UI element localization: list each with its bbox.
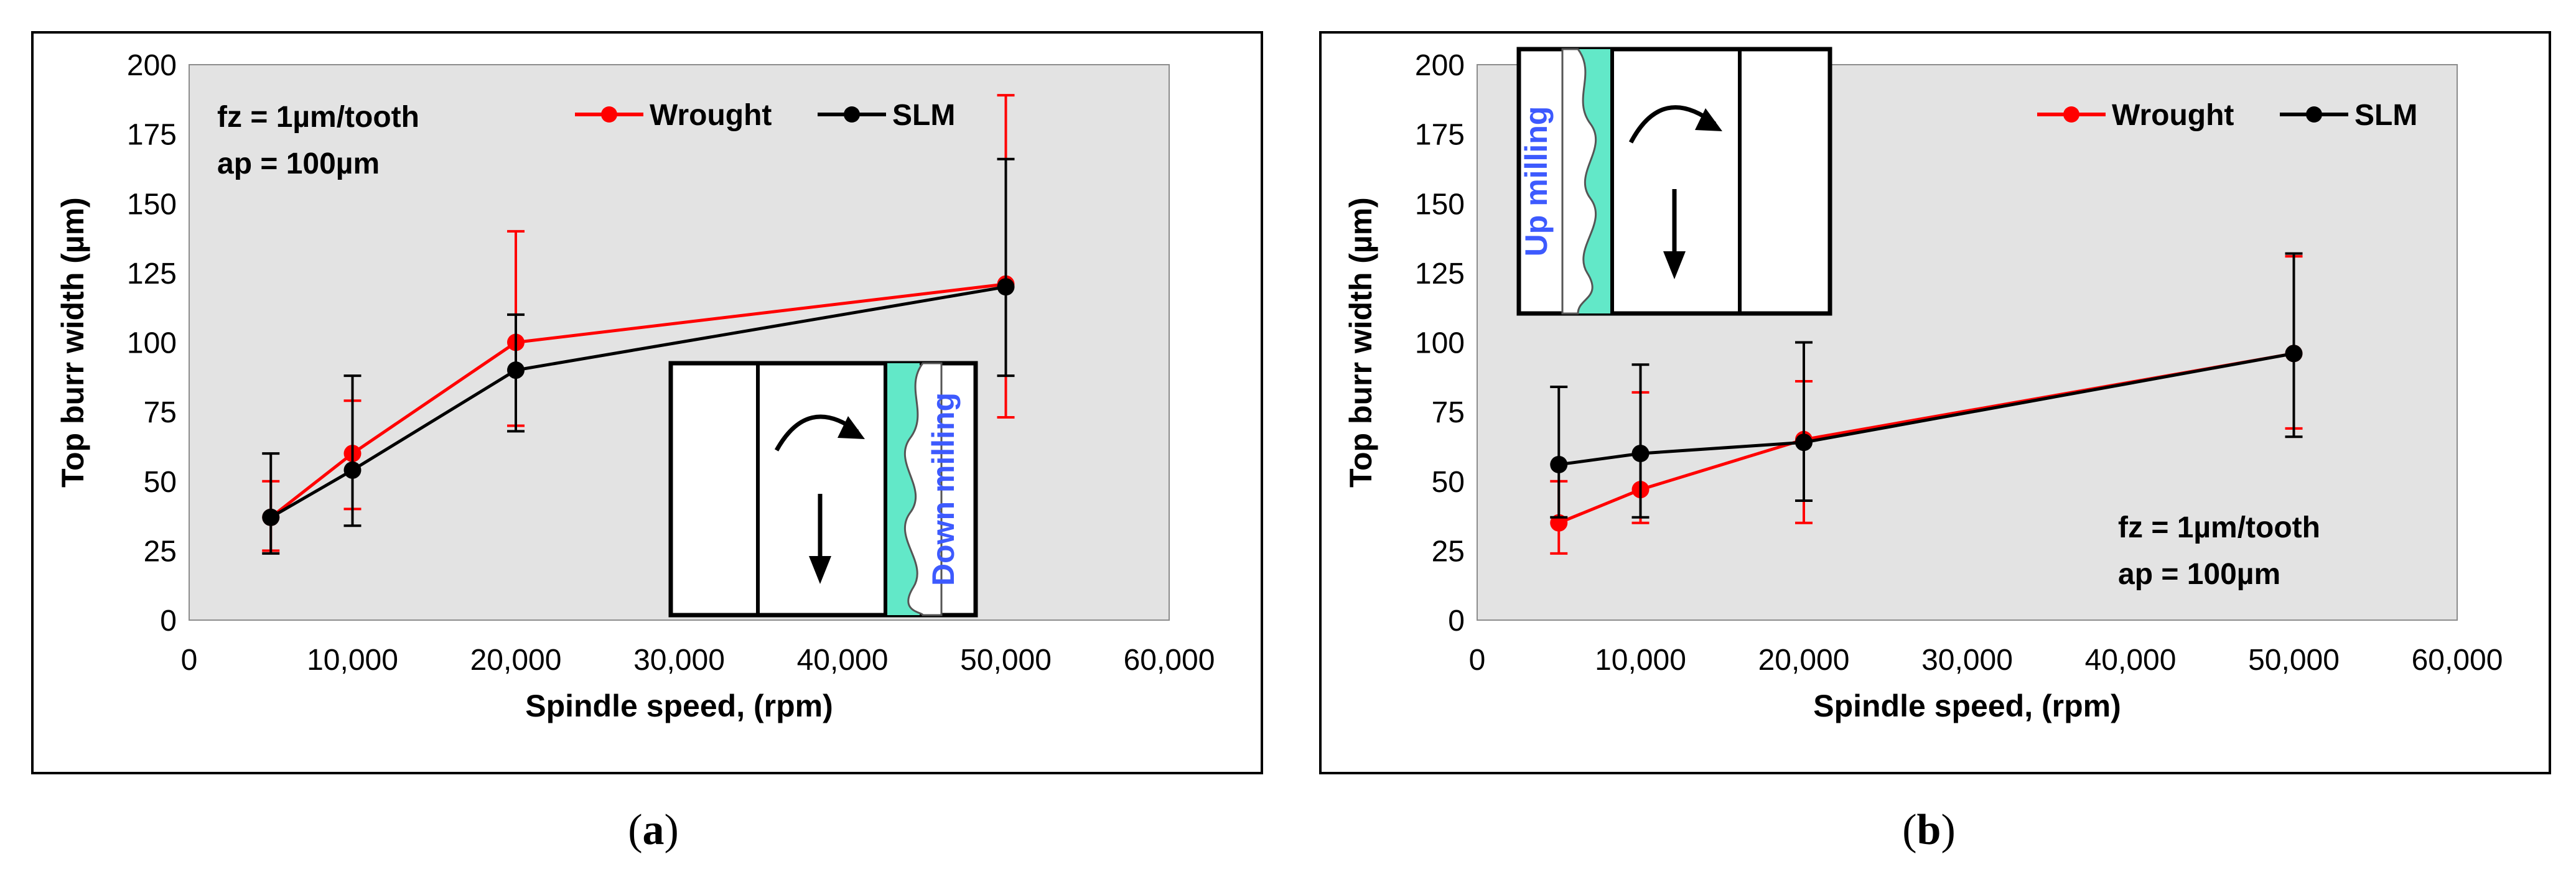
x-tick-label: 30,000	[633, 644, 725, 677]
legend-label-slm: SLM	[892, 99, 955, 132]
y-tick-label: 50	[144, 466, 177, 499]
x-tick-label: 20,000	[470, 644, 562, 677]
caption-a-letter: a	[642, 806, 665, 854]
y-tick-label: 200	[1415, 49, 1465, 82]
legend-marker-slm	[2306, 106, 2322, 123]
x-tick-label: 60,000	[1124, 644, 1215, 677]
y-axis-label: Top burr width (µm)	[1343, 197, 1378, 488]
caption-b-letter: b	[1916, 806, 1941, 854]
burr-edge	[903, 362, 943, 616]
y-tick-label: 50	[1432, 466, 1465, 499]
series-line-wrought	[269, 282, 1006, 519]
y-tick-label: 175	[127, 119, 177, 152]
y-tick-label: 100	[127, 327, 177, 360]
data-point-slm	[997, 278, 1015, 296]
data-point-slm	[507, 361, 525, 379]
x-axis-label: Spindle speed, (rpm)	[1813, 689, 2121, 723]
rotation-arrowhead-icon	[1695, 108, 1722, 131]
series-line-slm	[269, 285, 1006, 519]
caption-a: (a)	[628, 806, 679, 854]
condition-annotation: fz = 1µm/tooth	[2118, 511, 2320, 544]
y-tick-label: 100	[1415, 327, 1465, 360]
rotation-arrowhead-icon	[838, 416, 865, 439]
y-tick-label: 150	[1415, 188, 1465, 221]
legend-label-wrought: Wrought	[650, 99, 772, 132]
condition-annotation: fz = 1µm/tooth	[217, 101, 419, 134]
legend-marker-wrought	[601, 106, 617, 123]
y-tick-label: 0	[160, 605, 177, 638]
y-tick-label: 75	[1432, 396, 1465, 429]
x-tick-label: 50,000	[960, 644, 1052, 677]
inset-label: Up milling	[1519, 106, 1554, 257]
caption-b: (b)	[1902, 806, 1956, 854]
condition-annotation: ap = 100µm	[217, 147, 380, 180]
legend-marker-slm	[844, 106, 860, 123]
y-tick-label: 75	[144, 396, 177, 429]
burr-edge	[1561, 48, 1597, 315]
x-tick-label: 10,000	[1595, 644, 1686, 677]
y-tick-label: 200	[127, 49, 177, 82]
y-tick-label: 125	[127, 257, 177, 290]
data-point-slm	[1795, 434, 1813, 452]
x-tick-label: 60,000	[2412, 644, 2503, 677]
legend-marker-wrought	[2063, 106, 2079, 123]
y-tick-label: 175	[1415, 119, 1465, 152]
feed-arrowhead-icon	[809, 556, 831, 584]
feed-arrowhead-icon	[1663, 251, 1686, 279]
data-point-slm	[2285, 345, 2303, 363]
x-tick-label: 10,000	[307, 644, 398, 677]
data-point-slm	[262, 508, 280, 526]
data-point-slm	[343, 461, 362, 479]
legend-label-slm: SLM	[2354, 99, 2417, 132]
y-axis-label: Top burr width (µm)	[55, 197, 90, 488]
y-tick-label: 125	[1415, 257, 1465, 290]
y-tick-label: 25	[144, 535, 177, 568]
x-tick-label: 40,000	[797, 644, 889, 677]
x-tick-label: 0	[181, 644, 198, 677]
inset-label: Down milling	[926, 392, 961, 586]
series-line-slm	[1558, 351, 2294, 466]
x-tick-label: 30,000	[1921, 644, 2013, 677]
x-axis-label: Spindle speed, (rpm)	[525, 689, 833, 723]
y-tick-label: 0	[1448, 605, 1465, 638]
x-tick-label: 50,000	[2248, 644, 2340, 677]
x-tick-label: 20,000	[1758, 644, 1850, 677]
milling-inset: Down milling	[668, 361, 978, 618]
milling-inset: Up milling	[1516, 47, 1832, 316]
chart-b: 0 25 50 75 100 125 150 175 200 0 10,000 20,000 30,00…	[1343, 47, 2503, 723]
x-tick-label: 0	[1469, 644, 1486, 677]
legend-label-wrought: Wrought	[2112, 99, 2234, 132]
x-tick-label: 40,000	[2085, 644, 2177, 677]
y-tick-label: 25	[1432, 535, 1465, 568]
y-tick-label: 150	[127, 188, 177, 221]
chart-panel-b: 0 25 50 75 100 125 150 175 200 0 10,000 20,000 30,00…	[1319, 31, 2551, 774]
condition-annotation: ap = 100µm	[2118, 558, 2280, 591]
chart-a: 0 25 50 75 100 125 150 175 200 0 10,000 20,000 30,00…	[55, 49, 1215, 723]
data-point-slm	[1631, 445, 1650, 463]
data-point-slm	[1550, 455, 1568, 473]
chart-panel-a: 0 25 50 75 100 125 150 175 200 0 10,000 20,000 30,00…	[31, 31, 1263, 774]
